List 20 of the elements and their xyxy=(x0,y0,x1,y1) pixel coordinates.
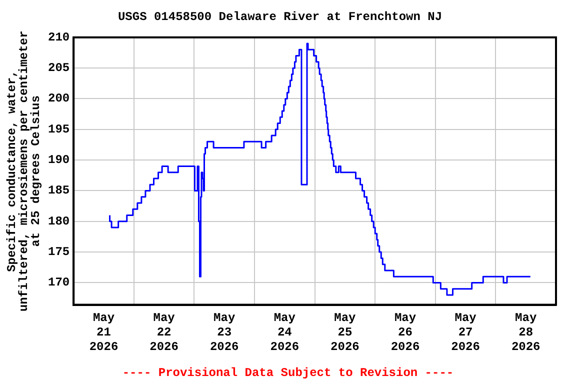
y-tick-label: 180 xyxy=(48,214,70,228)
y-tick-label: 195 xyxy=(48,122,70,136)
x-tick-label: May 28 2026 xyxy=(511,311,540,354)
y-tick-label: 205 xyxy=(48,61,70,76)
y-tick-label: 170 xyxy=(48,276,70,290)
y-tick-label: 185 xyxy=(48,184,70,198)
y-tick-label: 175 xyxy=(48,245,70,260)
x-tick-label: May 21 2026 xyxy=(89,311,118,354)
y-tick-label: 190 xyxy=(48,153,70,168)
x-tick-label: May 23 2026 xyxy=(210,311,239,354)
x-tick-label: May 27 2026 xyxy=(451,311,480,354)
text: ---- Provisional Data Subject to Revision ---- xyxy=(121,366,455,380)
x-tick-label: May 26 2026 xyxy=(390,311,420,354)
y-tick-label: 210 xyxy=(48,30,70,44)
chart-title: USGS 01458500 Delaware River at Frenchtown NJ xyxy=(118,10,442,24)
y-axis-title: Specific conductance, water, unfiltered, microsiemens per centimeter at 25 degrees Celsius xyxy=(5,30,44,312)
x-tick-label: May 24 2026 xyxy=(270,311,300,354)
y-tick-label: 200 xyxy=(48,92,70,106)
x-tick-label: May 25 2026 xyxy=(330,311,360,354)
x-tick-label: May 22 2026 xyxy=(150,311,178,354)
